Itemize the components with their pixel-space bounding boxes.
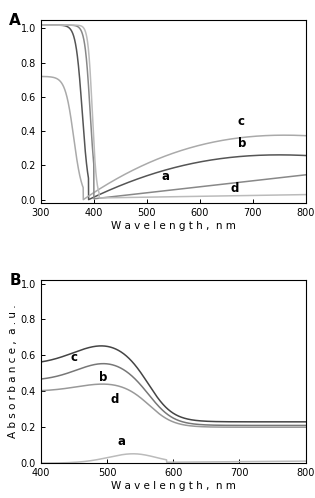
Text: a: a [161, 170, 169, 183]
Text: c: c [71, 351, 78, 364]
Y-axis label: A b s o r b a n c e ,  a . u .: A b s o r b a n c e , a . u . [8, 305, 18, 438]
Text: A: A [9, 12, 21, 27]
Text: b: b [238, 137, 246, 150]
X-axis label: W a v e l e n g t h ,  n m: W a v e l e n g t h , n m [111, 221, 236, 231]
Text: d: d [111, 393, 119, 406]
Text: B: B [9, 273, 21, 288]
Text: c: c [238, 115, 245, 128]
Text: d: d [230, 182, 239, 195]
Text: b: b [99, 371, 107, 383]
X-axis label: W a v e l e n g t h ,  n m: W a v e l e n g t h , n m [111, 481, 236, 491]
Text: a: a [117, 435, 125, 448]
